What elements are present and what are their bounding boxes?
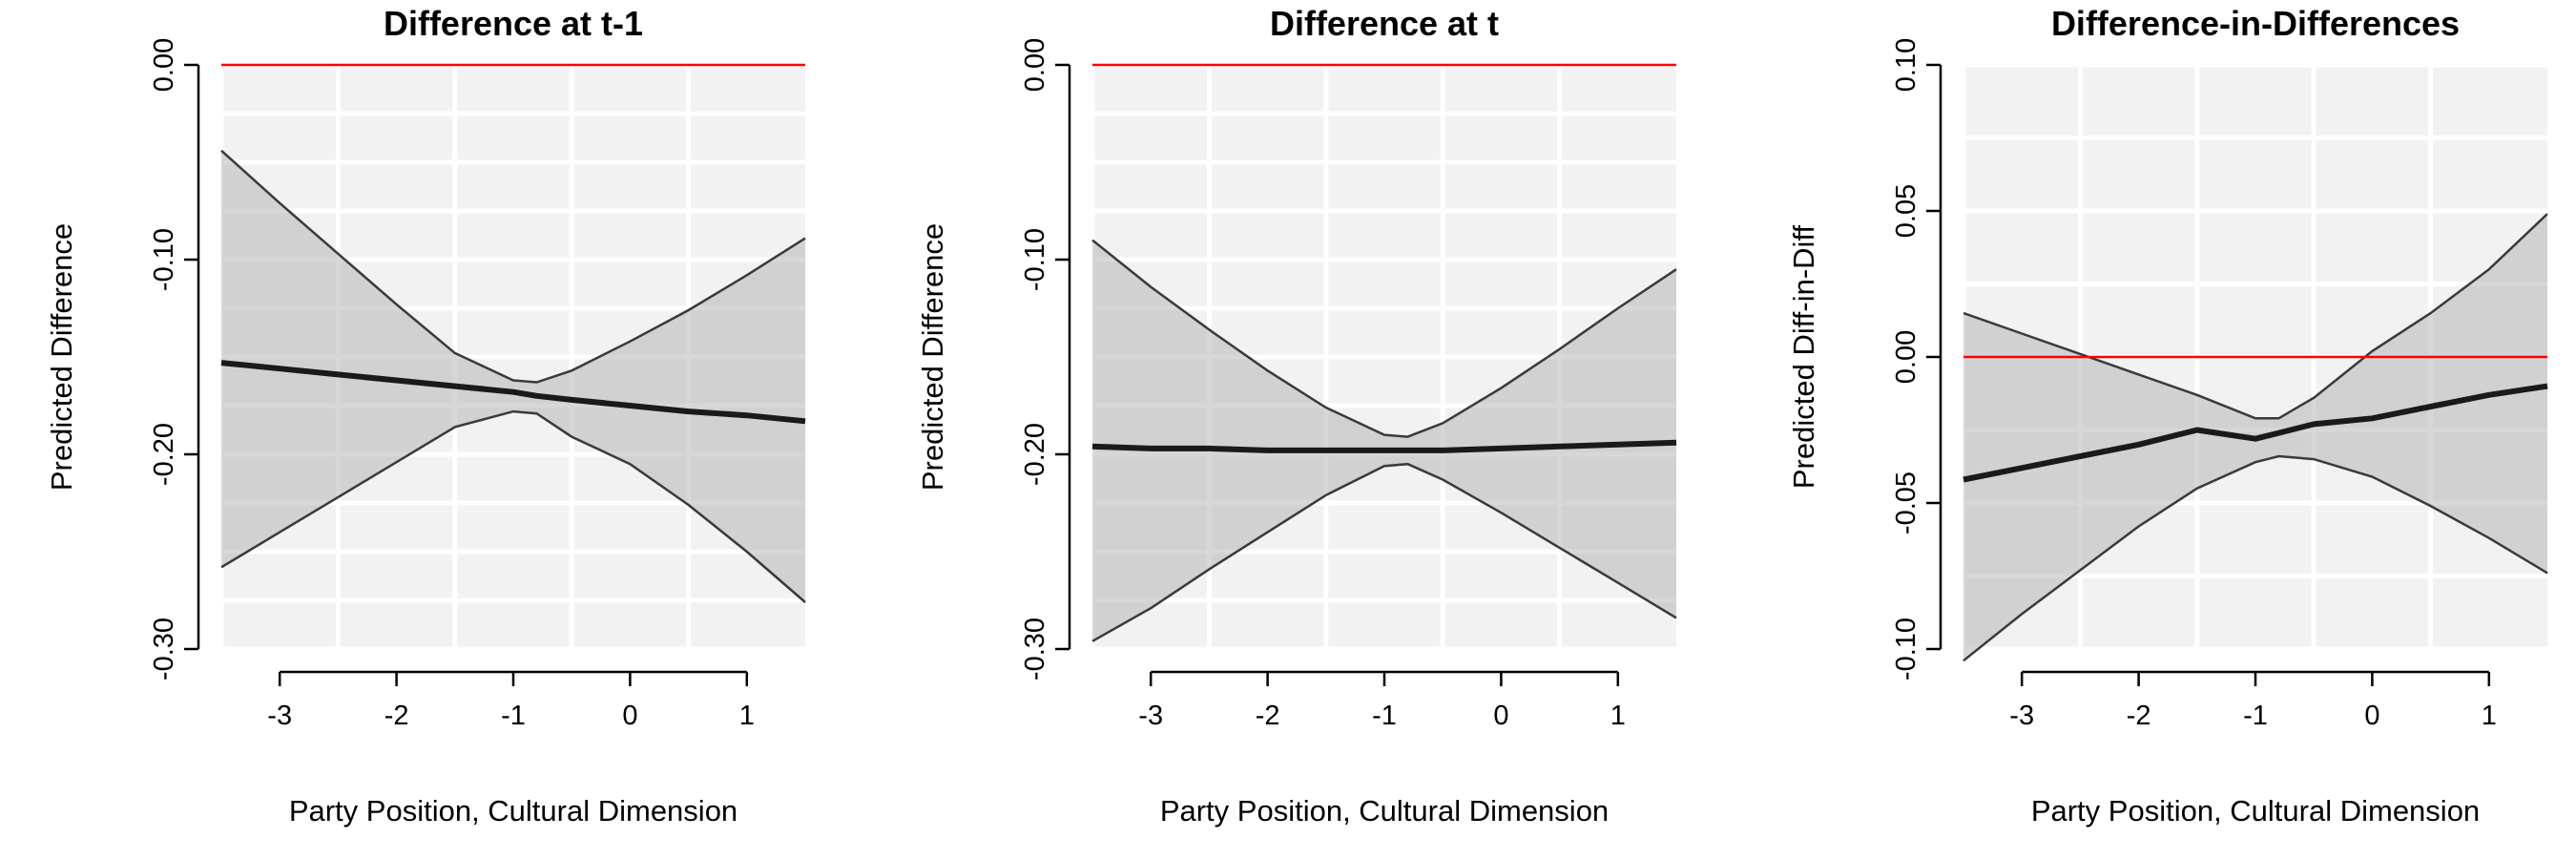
x-tick-label: -3 (1138, 701, 1163, 731)
y-tick-label: -0.20 (1020, 423, 1050, 486)
x-tick-label: -1 (2243, 701, 2268, 731)
chart-panel-3: -3 -2 -1 0 1 -0.10 -0.05 0.00 0.05 0.10 Difference… (1787, 4, 2548, 828)
x-tick-label: 0 (1493, 701, 1508, 731)
chart-title: Difference at t (1270, 4, 1499, 43)
y-axis-label: Predicted Difference (45, 223, 78, 491)
y-tick-label: -0.30 (1020, 618, 1050, 681)
estimate-line (1091, 439, 1677, 453)
estimate-line (220, 360, 806, 425)
x-axis-label: Party Position, Cultural Dimension (289, 794, 737, 828)
chart-title: Difference-in-Differences (2051, 4, 2460, 43)
y-tick-label: -0.10 (1020, 228, 1050, 291)
y-tick-label: -0.30 (149, 618, 179, 681)
x-tick-label: 1 (2482, 701, 2497, 731)
chart-title: Difference at t-1 (384, 4, 643, 43)
y-axis-label: Predicted Diff-in-Diff (1787, 225, 1820, 490)
x-axis-label: Party Position, Cultural Dimension (1160, 794, 1609, 828)
x-tick-label: -1 (1372, 701, 1397, 731)
upper-bound-line (1091, 239, 1677, 438)
lower-bound-line (220, 409, 806, 603)
x-tick-label: -3 (267, 701, 292, 731)
y-tick-label: 0.05 (1891, 184, 1922, 238)
upper-bound-line (1963, 213, 2548, 420)
y-tick-label: -0.20 (149, 423, 179, 486)
y-tick-label: 0.10 (1891, 38, 1922, 92)
x-tick-label: -3 (2009, 701, 2034, 731)
x-tick-label: -1 (501, 701, 526, 731)
chart-panel-1: -3 -2 -1 0 1 -0.30 -0.20 -0.10 0.00 Difference at… (45, 4, 806, 828)
y-tick-label: 0.00 (1020, 38, 1050, 92)
x-tick-label: -2 (384, 701, 409, 731)
x-axis-label: Party Position, Cultural Dimension (2031, 794, 2480, 828)
y-tick-label: -0.10 (149, 228, 179, 291)
confidence-band (1092, 240, 1676, 641)
lower-bound-line (1963, 454, 2548, 662)
x-tick-label: 1 (739, 701, 755, 731)
x-tick-label: 0 (2364, 701, 2379, 731)
x-tick-label: 0 (622, 701, 637, 731)
x-tick-label: -2 (1256, 701, 1280, 731)
upper-bound-line (220, 149, 806, 384)
y-tick-label: -0.05 (1891, 471, 1922, 534)
y-axis-label: Predicted Difference (916, 223, 949, 491)
lower-bound-line (1091, 462, 1677, 642)
y-tick-label: 0.00 (1891, 330, 1922, 384)
y-tick-label: 0.00 (149, 38, 179, 92)
chart-panel-2: -3 -2 -1 0 1 -0.30 -0.20 -0.10 0.00 Difference at… (916, 4, 1677, 828)
x-tick-label: -2 (2127, 701, 2151, 731)
x-tick-label: 1 (1610, 701, 1626, 731)
y-tick-label: -0.10 (1891, 618, 1922, 681)
estimate-line (1963, 383, 2548, 483)
